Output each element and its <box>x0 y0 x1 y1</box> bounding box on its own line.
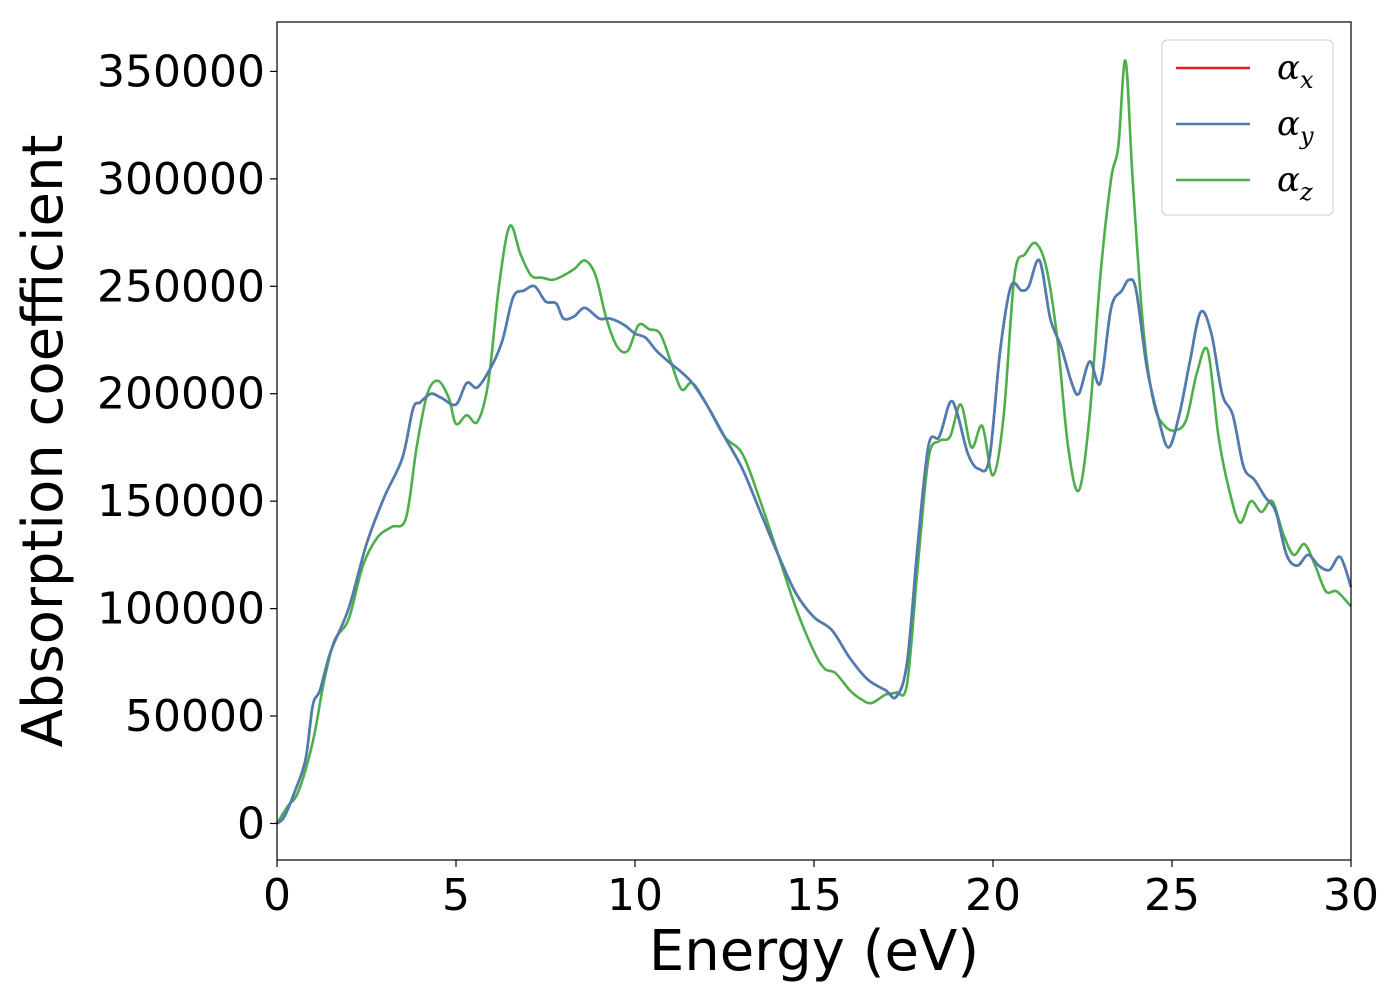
series-layer <box>275 59 1353 825</box>
y-tick-label: 300000 <box>97 154 265 205</box>
legend-label-z: αz <box>1277 160 1313 206</box>
y-tick-label: 250000 <box>97 261 265 312</box>
legend-label-base: α <box>1277 104 1300 144</box>
x-tick-label: 20 <box>965 870 1021 921</box>
series-line-y <box>276 258 1353 825</box>
x-tick-label: 25 <box>1144 870 1200 921</box>
y-tick-label: 0 <box>237 798 265 849</box>
legend-box <box>1161 39 1334 216</box>
y-tick-label: 200000 <box>97 369 265 420</box>
y-tick-label: 100000 <box>97 584 265 635</box>
legend-label-base: α <box>1277 48 1300 88</box>
legend-label-subscript: x <box>1300 66 1314 94</box>
y-tick-label: 350000 <box>97 46 265 97</box>
x-tick-label: 15 <box>786 870 842 921</box>
legend-label-y: αy <box>1277 104 1314 150</box>
y-tick-label: 50000 <box>125 691 265 742</box>
y-tick-label: 150000 <box>97 476 265 527</box>
x-axis-title: Energy (eV) <box>649 919 979 984</box>
x-tick-label: 0 <box>263 870 291 921</box>
y-axis-title: Absorption coefficient <box>11 135 76 748</box>
legend-label-subscript: z <box>1299 178 1313 206</box>
x-axis: 0 5 10 15 20 25 30 <box>263 860 1379 921</box>
legend-label-subscript: y <box>1299 122 1314 150</box>
y-axis: 0 50000 100000 150000 200000 250000 300000 3500… <box>97 46 277 849</box>
x-tick-label: 30 <box>1323 870 1379 921</box>
legend-label-base: α <box>1277 160 1300 200</box>
x-tick-label: 10 <box>607 870 663 921</box>
x-tick-label: 5 <box>442 870 470 921</box>
legend-label-x: αx <box>1277 48 1314 94</box>
